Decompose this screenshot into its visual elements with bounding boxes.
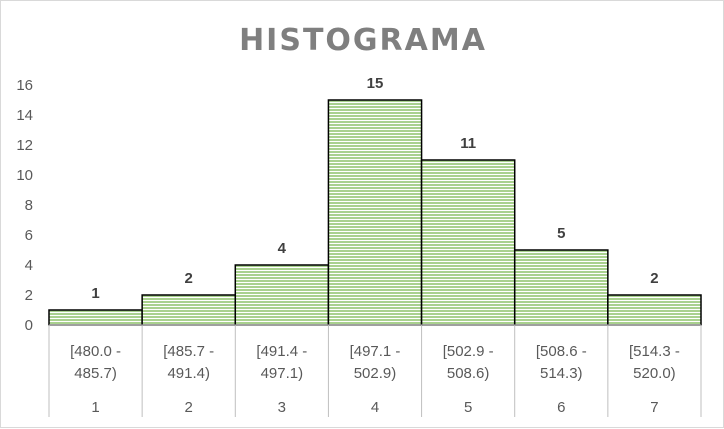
y-tick-label: 14 bbox=[16, 107, 33, 124]
x-tick-label-line: 514.3) bbox=[540, 365, 583, 382]
x-tick-label-line: 497.1) bbox=[261, 365, 304, 382]
x-tick-label-line: 502.9) bbox=[354, 365, 397, 382]
x-tick-label-line: [485.7 - bbox=[163, 343, 214, 360]
y-tick-label: 12 bbox=[16, 137, 33, 154]
data-label: 4 bbox=[278, 240, 287, 257]
data-label: 2 bbox=[185, 270, 193, 287]
x-tick-label-line: [502.9 - bbox=[443, 343, 494, 360]
x-category-index: 6 bbox=[557, 399, 565, 416]
x-tick-label: [491.4 - 497.1) bbox=[256, 343, 307, 382]
bar bbox=[48, 309, 143, 326]
bar bbox=[141, 294, 237, 326]
data-label: 11 bbox=[460, 135, 476, 152]
bar bbox=[513, 249, 609, 326]
data-label: 1 bbox=[91, 285, 99, 302]
x-tick-label: [480.0 - 485.7) bbox=[70, 343, 121, 382]
x-tick-label: [485.7 - 491.4) bbox=[163, 343, 214, 382]
y-tick-label: 16 bbox=[16, 77, 33, 94]
x-axis: [480.0 - 485.7) 1 [485.7 - 491.4) 2 [491.4 - 49… bbox=[48, 324, 702, 417]
x-category-index: 2 bbox=[185, 399, 193, 416]
x-tick-label: [497.1 - 502.9) bbox=[350, 343, 401, 382]
x-category-index: 7 bbox=[650, 399, 658, 416]
y-tick-label: 0 bbox=[25, 317, 33, 334]
y-tick-label: 10 bbox=[16, 167, 33, 184]
x-tick-label: [508.6 - 514.3) bbox=[536, 343, 587, 382]
data-label: 5 bbox=[557, 225, 565, 242]
y-tick-label: 6 bbox=[25, 227, 33, 244]
x-tick-label: [502.9 - 508.6) bbox=[443, 343, 494, 382]
x-tick-label-line: 485.7) bbox=[74, 365, 117, 382]
chart-title: HISTOGRAMA bbox=[239, 23, 487, 58]
x-tick-label-line: [514.3 - bbox=[629, 343, 680, 360]
y-tick-label: 4 bbox=[25, 257, 33, 274]
x-category-index: 4 bbox=[371, 399, 379, 416]
x-tick-label-line: 508.6) bbox=[447, 365, 490, 382]
bars bbox=[48, 99, 702, 326]
data-labels: 1 2 4 15 11 5 2 bbox=[91, 75, 658, 302]
bar bbox=[420, 159, 516, 326]
x-tick-label-line: 520.0) bbox=[633, 365, 676, 382]
bar bbox=[607, 294, 702, 326]
bar bbox=[234, 264, 330, 326]
x-tick-label: [514.3 - 520.0) bbox=[629, 343, 680, 382]
x-tick-label-line: [491.4 - bbox=[256, 343, 307, 360]
y-tick-label: 8 bbox=[25, 197, 33, 214]
x-tick-label-line: 491.4) bbox=[167, 365, 210, 382]
bar bbox=[327, 99, 423, 326]
data-label: 15 bbox=[367, 75, 384, 92]
y-axis: 0 2 4 6 8 10 12 14 16 bbox=[16, 77, 33, 334]
x-category-index: 5 bbox=[464, 399, 472, 416]
x-category-index: 1 bbox=[91, 399, 99, 416]
data-label: 2 bbox=[650, 270, 658, 287]
x-tick-label-line: [497.1 - bbox=[350, 343, 401, 360]
y-tick-label: 2 bbox=[25, 287, 33, 304]
x-tick-label-line: [480.0 - bbox=[70, 343, 121, 360]
x-tick-label-line: [508.6 - bbox=[536, 343, 587, 360]
x-category-index: 3 bbox=[278, 399, 286, 416]
